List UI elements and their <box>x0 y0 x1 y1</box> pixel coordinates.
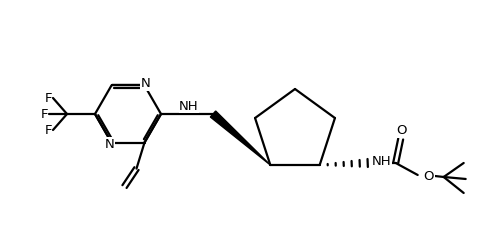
Text: N: N <box>104 138 115 151</box>
Text: O: O <box>396 125 407 137</box>
Text: F: F <box>44 92 52 104</box>
Polygon shape <box>210 111 270 165</box>
Text: O: O <box>424 170 434 184</box>
Text: F: F <box>44 124 52 136</box>
Text: NH: NH <box>372 156 392 168</box>
Text: NH: NH <box>179 99 199 113</box>
Text: F: F <box>40 108 48 120</box>
Text: N: N <box>140 77 150 90</box>
